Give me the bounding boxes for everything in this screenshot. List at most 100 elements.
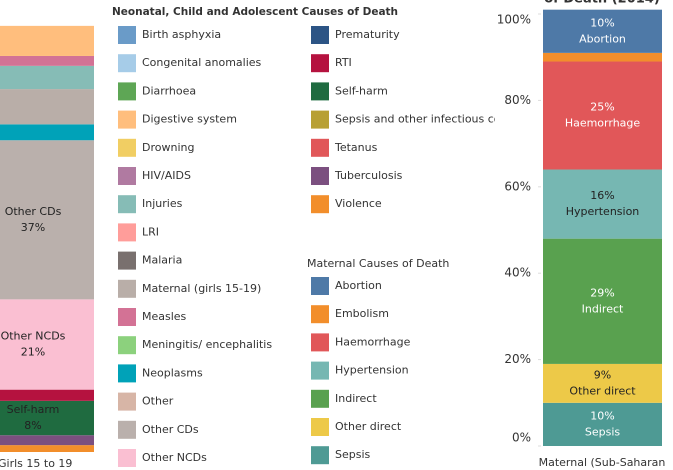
legend-label: Hypertension xyxy=(335,364,409,377)
legend-swatch xyxy=(118,449,136,467)
legend-swatch xyxy=(118,110,136,129)
legend-swatch xyxy=(311,418,329,436)
legend-swatch xyxy=(118,167,136,185)
bar-segment xyxy=(0,124,94,141)
legend-swatch xyxy=(311,110,329,129)
legend-swatch xyxy=(118,26,136,44)
legend-title: Maternal Causes of Death xyxy=(307,257,449,270)
legend-swatch xyxy=(311,26,329,44)
chart-title: of Death (2014) xyxy=(544,0,660,7)
legend-label: Self-harm xyxy=(335,84,388,97)
segment-label: Other direct xyxy=(569,384,636,397)
legend-label: HIV/AIDS xyxy=(142,169,191,182)
segment-label: Abortion xyxy=(579,32,626,45)
bar-segment xyxy=(543,363,662,403)
legend-swatch xyxy=(311,195,329,214)
legend-swatch xyxy=(311,361,329,380)
legend-label: Sepsis xyxy=(335,448,371,461)
legend-label: Tuberculosis xyxy=(334,169,403,182)
segment-label: 37% xyxy=(21,221,45,234)
segment-label: Other CDs xyxy=(5,205,62,218)
bar-segment xyxy=(543,169,662,239)
legend-label: Malaria xyxy=(142,254,182,267)
bar-segment xyxy=(543,238,662,364)
legend-label: Measles xyxy=(142,310,187,323)
bar-segment xyxy=(0,400,94,436)
segment-label: Sepsis xyxy=(585,425,621,438)
legend-swatch xyxy=(311,54,329,73)
legend-label: Injuries xyxy=(142,197,183,210)
legend-swatch xyxy=(118,138,136,157)
segment-label: 29% xyxy=(590,286,614,299)
legend-label: Haemorrhage xyxy=(335,335,411,348)
legend-label: Violence xyxy=(335,197,382,210)
legend-label: Diarrhoea xyxy=(142,84,196,97)
bar-segment xyxy=(0,89,94,125)
segment-label: Haemorrhage xyxy=(565,117,641,130)
legend-swatch xyxy=(118,82,136,101)
segment-label: Indirect xyxy=(582,302,624,315)
segment-label: 25% xyxy=(590,101,614,114)
bar-segment xyxy=(0,435,94,446)
legend-label: Other direct xyxy=(335,420,402,433)
x-tick-label: Girls 15 to 19 xyxy=(0,457,72,470)
bar-segment xyxy=(543,52,662,62)
legend-swatch xyxy=(118,54,136,73)
legend-swatch xyxy=(311,333,329,352)
bar-segment xyxy=(543,9,662,53)
legend-swatch xyxy=(311,305,329,324)
y-tick-label: 80% xyxy=(504,93,531,107)
legend-label: Birth asphyxia xyxy=(142,28,221,41)
legend-label: Tetanus xyxy=(334,141,378,154)
right-chart: of Death (2014) 0% 20% 40% 60% 80% 100% 10% Seps… xyxy=(497,0,666,469)
legend-label: Meningitis/ encephalitis xyxy=(142,338,272,351)
legend-swatch xyxy=(311,167,329,185)
legend-swatch xyxy=(311,277,329,295)
bar-segment xyxy=(543,402,662,446)
legend-label: Other xyxy=(142,395,174,408)
y-tick-label: 40% xyxy=(504,266,531,280)
legend-swatch xyxy=(118,251,136,270)
bar-segment xyxy=(0,445,94,452)
legend-swatch xyxy=(118,195,136,214)
segment-label: Self-harm xyxy=(7,403,60,416)
y-tick-label: 60% xyxy=(504,179,531,193)
legend-swatch xyxy=(311,446,329,465)
segment-label: 16% xyxy=(590,189,614,202)
legend-label: Maternal (girls 15-19) xyxy=(142,282,261,295)
legend-swatch xyxy=(311,82,329,101)
legend-label: Other NCDs xyxy=(142,451,207,464)
legend-label: Indirect xyxy=(335,392,377,405)
segment-label: 21% xyxy=(21,346,45,359)
bar-segment xyxy=(0,55,94,66)
legend-label: Other CDs xyxy=(142,423,199,436)
legend-swatch xyxy=(311,389,329,408)
legend-swatch xyxy=(118,420,136,439)
bar-segment xyxy=(543,61,662,170)
legend-label: Congenital anomalies xyxy=(142,56,262,69)
legend-label: Embolism xyxy=(335,307,389,320)
legend-swatch xyxy=(118,308,136,326)
bar-segment xyxy=(0,299,94,390)
legend-swatch xyxy=(118,336,136,355)
legend-label: LRI xyxy=(142,225,159,238)
bar-segment xyxy=(0,389,94,401)
legends: Neonatal, Child and Adolescent Causes of… xyxy=(112,6,501,467)
segment-label: Hypertension xyxy=(566,205,640,218)
legend-label: Prematurity xyxy=(335,28,400,41)
x-tick-label: Maternal (Sub-Saharan xyxy=(539,456,666,469)
y-tick-label: 100% xyxy=(497,13,531,27)
legend-label: Abortion xyxy=(335,279,382,292)
bar-segment xyxy=(0,25,94,56)
legend-swatch xyxy=(118,364,136,383)
legend-swatch xyxy=(311,138,329,157)
legend-label: Drowning xyxy=(142,141,194,154)
segment-label: 8% xyxy=(24,419,41,432)
segment-label: 9% xyxy=(594,368,611,381)
legend-swatch xyxy=(118,392,136,411)
y-tick-label: 0% xyxy=(512,431,531,445)
legend-label: Sepsis and other infectious co xyxy=(335,113,501,126)
bar-segment xyxy=(0,140,94,300)
